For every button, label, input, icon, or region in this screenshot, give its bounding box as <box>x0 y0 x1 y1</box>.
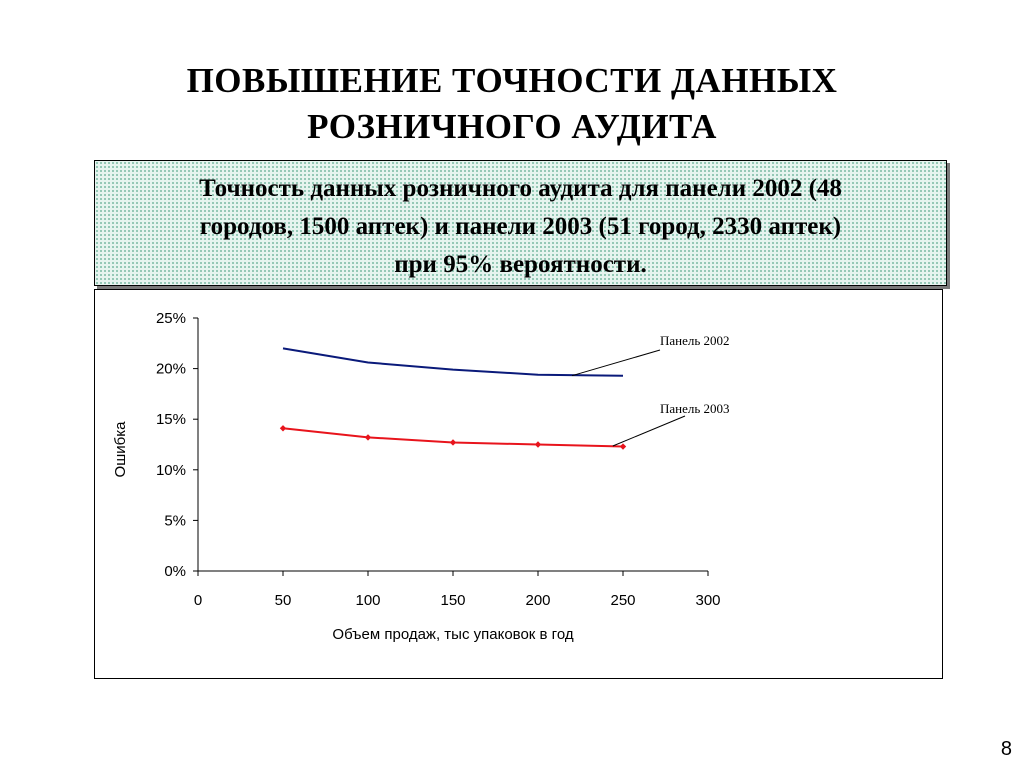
y-tick-label: 20% <box>156 361 186 378</box>
y-tick-label: 15% <box>156 411 186 428</box>
y-tick-label: 5% <box>164 512 186 529</box>
series-label-2: Панель 2003 <box>660 401 730 416</box>
slide-title-line-2: РОЗНИЧНОГО АУДИТА <box>307 107 717 146</box>
series-2-point <box>449 439 457 446</box>
x-tick-label: 150 <box>440 592 465 609</box>
y-tick-label: 0% <box>164 563 186 580</box>
callout-leader-1 <box>571 349 661 377</box>
x-tick-label: 300 <box>695 592 720 609</box>
series-2-point <box>619 443 627 450</box>
subtitle-box: Точность данных розничного аудита для па… <box>94 160 947 286</box>
y-axis-title: Ошибка <box>112 421 129 478</box>
slide-title: ПОВЫШЕНИЕ ТОЧНОСТИ ДАННЫХ РОЗНИЧНОГО АУД… <box>0 58 1024 150</box>
x-tick-label: 0 <box>194 592 202 609</box>
series-2-point <box>364 434 372 441</box>
x-tick-label: 100 <box>355 592 380 609</box>
x-tick-label: 250 <box>610 592 635 609</box>
series-2-point <box>279 425 287 432</box>
series-line-1 <box>282 347 624 377</box>
series-label-1: Панель 2002 <box>660 333 730 348</box>
chart-frame: 0% 5% 10% 15% 20% 25% 0 50 100 150 200 250 300 Объем … <box>94 289 943 679</box>
subtitle-line-3: при 95% вероятности. <box>394 251 647 278</box>
callout-leader-2 <box>612 415 686 447</box>
x-tick-label: 200 <box>525 592 550 609</box>
x-axis-title: Объем продаж, тыс упаковок в год <box>332 626 573 643</box>
series-2-point <box>534 441 542 448</box>
line-chart: 0% 5% 10% 15% 20% 25% 0 50 100 150 200 250 300 Объем … <box>112 310 730 643</box>
page-number: 8 <box>1000 738 1012 760</box>
x-tick-label: 50 <box>275 592 292 609</box>
y-tick-label: 25% <box>156 310 186 327</box>
subtitle-line-2: городов, 1500 аптек) и панели 2003 (51 г… <box>199 213 842 240</box>
y-tick-label: 10% <box>156 462 186 479</box>
slide-title-line-1: ПОВЫШЕНИЕ ТОЧНОСТИ ДАННЫХ <box>186 61 838 100</box>
subtitle-line-1: Точность данных розничного аудита для па… <box>199 175 842 202</box>
